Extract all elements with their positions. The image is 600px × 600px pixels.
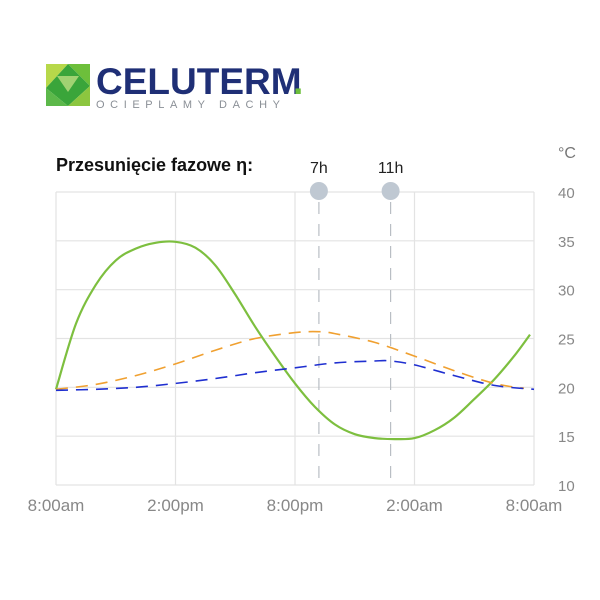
- series-line-2: [55, 330, 525, 391]
- phase-marker-dot: [309, 182, 328, 200]
- series-line-3: [55, 359, 535, 392]
- series-lines: [54, 240, 535, 441]
- y-tick-label: 15: [558, 429, 575, 446]
- y-tick-label: 35: [558, 234, 575, 251]
- y-axis-ticks: 10 15 20 25 30 35 40: [558, 185, 575, 495]
- phase-marker-dot: [381, 182, 400, 200]
- grid: [55, 191, 535, 486]
- unit-label: °C: [558, 145, 576, 162]
- phase-marker-label: 7h: [310, 160, 328, 177]
- phase-marker-label: 11h: [378, 160, 404, 177]
- x-tick-label: 8:00pm: [267, 496, 324, 515]
- x-tick-label: 2:00pm: [147, 496, 204, 515]
- brand-name: CELUTERM: [96, 61, 302, 102]
- series-line-1: [54, 240, 531, 441]
- x-tick-label: 8:00am: [506, 496, 563, 515]
- y-tick-label: 20: [558, 380, 575, 397]
- brand-tagline: OCIEPLAMY DACHY: [96, 99, 286, 111]
- phase-markers: 7h 11h: [309, 160, 404, 485]
- y-tick-label: 10: [558, 478, 575, 495]
- y-tick-label: 25: [558, 332, 575, 349]
- brand-logo: CELUTERM . OCIEPLAMY DACHY: [46, 61, 303, 111]
- brand-dot: .: [293, 61, 303, 102]
- chart-title: Przesunięcie fazowe η:: [56, 155, 253, 175]
- logo-mark-icon: [46, 64, 90, 106]
- y-tick-label: 30: [558, 283, 575, 300]
- x-tick-label: 8:00am: [28, 496, 85, 515]
- y-tick-label: 40: [558, 185, 575, 202]
- x-tick-label: 2:00am: [386, 496, 443, 515]
- x-axis-ticks: 8:00am 2:00pm 8:00pm 2:00am 8:00am: [28, 496, 563, 515]
